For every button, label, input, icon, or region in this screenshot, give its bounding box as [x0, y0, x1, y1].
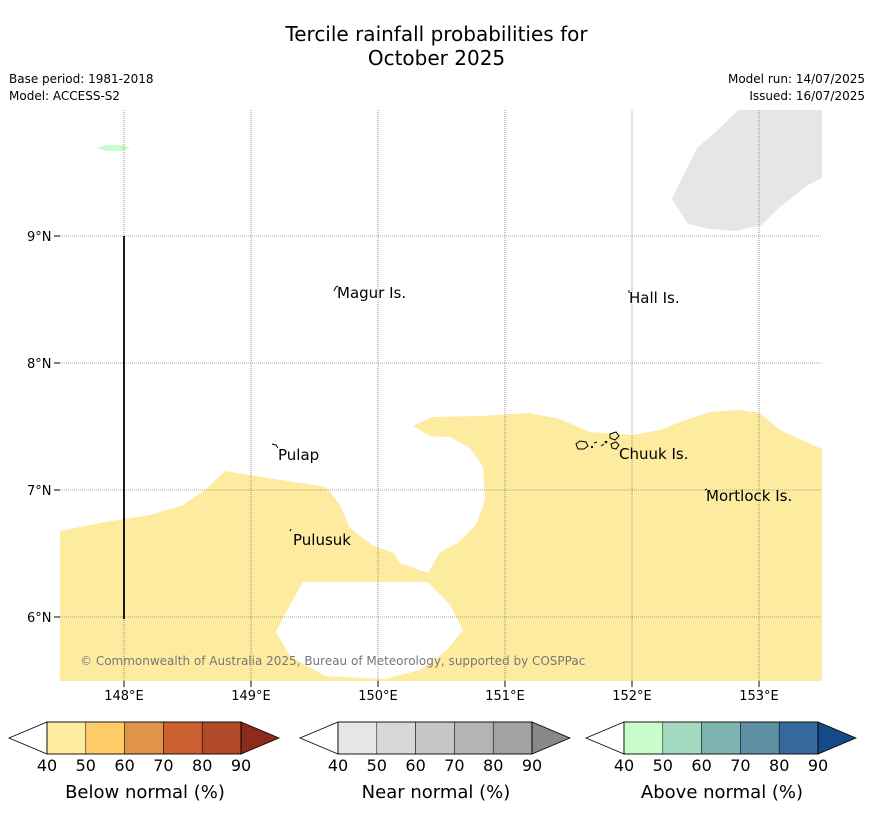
- colorbar-tick-label: 50: [653, 756, 673, 775]
- base-period: Base period: 1981-2018: [9, 72, 154, 86]
- colorbar-tick-label: 80: [483, 756, 503, 775]
- colorbar-segment: [376, 721, 416, 755]
- colorbar-segment: [163, 721, 203, 755]
- colorbar-segment: [201, 721, 242, 755]
- lon-label-152e: 152°E: [612, 689, 652, 704]
- colorbar-segment: [701, 721, 741, 755]
- map-title: Tercile rainfall probabilities for Octob…: [0, 22, 873, 70]
- colorbar-outline: [46, 721, 242, 755]
- colorbar-over-triangle: [817, 721, 858, 755]
- colorbar-segment: [85, 721, 125, 755]
- colorbar-tick-label: 60: [114, 756, 134, 775]
- colorbar-under-triangle: [584, 721, 625, 755]
- lon-label-149e: 149°E: [231, 689, 271, 704]
- colorbar-segment: [454, 721, 494, 755]
- label-pulusuk: Pulusuk: [293, 531, 351, 549]
- colorbar-tick-label: 70: [444, 756, 464, 775]
- colorbar-segment: [740, 721, 780, 755]
- gridlines: [60, 110, 822, 681]
- colorbar-under-triangle: [298, 721, 339, 755]
- colorbar-below-normal: 40 50 60 70 80 90 Below normal (%): [7, 721, 281, 803]
- lon-label-153e: 153°E: [739, 689, 779, 704]
- colorbar-segment: [46, 721, 87, 755]
- colorbar-tick-label: 40: [37, 756, 57, 775]
- meta-right: Model run: 14/07/2025 Issued: 16/07/2025: [728, 71, 865, 105]
- label-pulap: Pulap: [278, 446, 319, 464]
- colorbar-outline: [623, 721, 819, 755]
- model-name: Model: ACCESS-S2: [9, 89, 121, 103]
- lon-labels: 148°E 149°E 150°E 151°E 152°E 153°E: [104, 681, 779, 704]
- above-normal-region: [96, 145, 130, 151]
- colorbar-tick-label: 60: [405, 756, 425, 775]
- colorbar-near-normal: 40 50 60 70 80 90 Near normal (%): [298, 721, 572, 803]
- near-normal-region: [672, 110, 822, 231]
- colorbar-label: Below normal (%): [65, 782, 225, 803]
- colorbar-tick-label: 50: [76, 756, 96, 775]
- colorbar-tick-label: 90: [808, 756, 828, 775]
- label-hall: Hall Is.: [629, 289, 680, 307]
- colorbar-segment: [623, 721, 664, 755]
- colorbar-tick-label: 80: [192, 756, 212, 775]
- colorbar-label: Above normal (%): [641, 782, 803, 803]
- colorbar-segment: [337, 721, 378, 755]
- lat-label-6n: 6°N: [27, 611, 52, 626]
- colorbar-segment: [662, 721, 702, 755]
- magur-island-shape: [333, 285, 339, 292]
- colorbar-segment: [415, 721, 455, 755]
- chuuk-lagoon-shape: [575, 431, 620, 450]
- map-area: Magur Is. Hall Is. Pulap Chuuk Is. Mortl…: [60, 110, 822, 681]
- colorbar-tick-label: 90: [231, 756, 251, 775]
- island-outlines: [271, 285, 708, 532]
- colorbar-above-normal: 40 50 60 70 80 90 Above normal (%): [584, 721, 858, 803]
- label-chuuk: Chuuk Is.: [619, 445, 688, 463]
- issued-date: Issued: 16/07/2025: [749, 89, 865, 103]
- lat-labels: 9°N 8°N 7°N 6°N: [27, 230, 60, 626]
- lon-label-150e: 150°E: [358, 689, 398, 704]
- pulusuk-island-shape: [289, 528, 292, 532]
- colorbar-over-triangle: [240, 721, 281, 755]
- colorbar-tick-label: 50: [367, 756, 387, 775]
- model-run: Model run: 14/07/2025: [727, 72, 865, 86]
- colorbar-over-triangle: [531, 721, 572, 755]
- lat-label-8n: 8°N: [27, 357, 52, 372]
- colorbar-tick-label: 80: [769, 756, 789, 775]
- colorbar-segment: [124, 721, 164, 755]
- pulap-island-shape: [271, 443, 279, 449]
- lat-label-9n: 9°N: [27, 230, 52, 245]
- colorbar-tick-label: 70: [730, 756, 750, 775]
- label-magur: Magur Is.: [337, 284, 406, 302]
- colorbar-tick-label: 40: [614, 756, 634, 775]
- place-labels: Magur Is. Hall Is. Pulap Chuuk Is. Mortl…: [278, 284, 792, 549]
- label-mortlock: Mortlock Is.: [706, 487, 792, 505]
- colorbar-outline: [337, 721, 533, 755]
- lon-label-148e: 148°E: [104, 689, 144, 704]
- colorbar-tick-label: 90: [522, 756, 542, 775]
- lat-label-7n: 7°N: [27, 484, 52, 499]
- lon-label-151e: 151°E: [485, 689, 525, 704]
- colorbar-segment: [778, 721, 819, 755]
- colorbar-tick-label: 70: [153, 756, 173, 775]
- mortlock-island-shape: [704, 488, 708, 491]
- colorbar-label: Near normal (%): [362, 782, 511, 803]
- colorbar-tick-label: 40: [328, 756, 348, 775]
- colorbar-tick-label: 60: [691, 756, 711, 775]
- copyright-text: © Commonwealth of Australia 2025, Bureau…: [80, 654, 585, 668]
- colorbar-segment: [492, 721, 533, 755]
- title-line-1: Tercile rainfall probabilities for: [285, 22, 588, 46]
- title-line-2: October 2025: [367, 46, 506, 70]
- below-normal-region: [60, 410, 822, 681]
- meta-left: Base period: 1981-2018 Model: ACCESS-S2: [9, 71, 154, 105]
- colorbar-under-triangle: [7, 721, 48, 755]
